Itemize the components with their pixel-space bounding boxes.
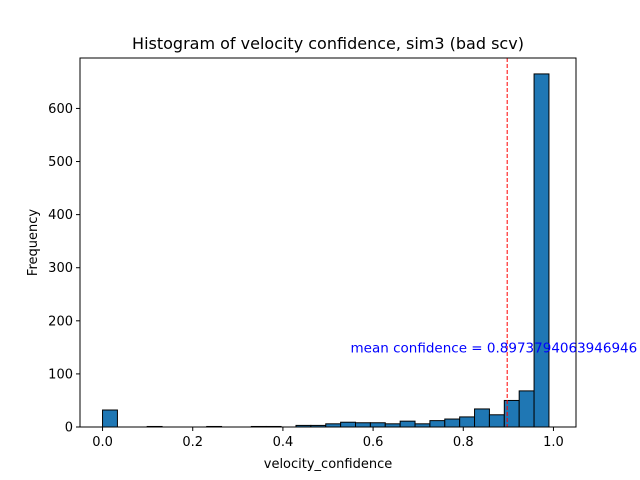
x-tick-label: 0.0	[92, 435, 113, 450]
y-tick-label: 500	[48, 155, 73, 170]
x-tick-label: 0.8	[453, 435, 474, 450]
mean-annotation: mean confidence = 0.8973794063946946	[351, 340, 638, 356]
y-tick-label: 100	[48, 367, 73, 382]
histogram-bar-17	[355, 422, 371, 428]
x-axis-ticks: 0.0 0.2 0.4 0.6 0.8 1.0	[92, 427, 564, 450]
histogram-bar-20	[399, 420, 416, 428]
histogram-bar-16	[340, 421, 357, 428]
axes-frame	[79, 57, 577, 428]
x-tick-label: 0.6	[363, 435, 384, 450]
x-axis-label: velocity_confidence	[264, 457, 392, 472]
y-axis-ticks: 0 100 200 300 400 500 600	[48, 102, 80, 436]
y-tick-label: 200	[48, 314, 73, 329]
y-tick-label: 600	[48, 102, 73, 117]
histogram-bar-18	[369, 422, 386, 428]
x-tick-label: 0.2	[182, 435, 203, 450]
histogram-bar-0	[102, 409, 118, 428]
histogram-bar-27	[503, 399, 520, 428]
histogram-bar-24	[459, 416, 476, 428]
x-tick-label: 1.0	[543, 435, 564, 450]
histogram-bar-25	[474, 408, 490, 428]
y-tick-label: 400	[48, 208, 73, 223]
y-tick-label: 300	[48, 261, 73, 276]
bars	[102, 73, 550, 428]
histogram-bar-29	[533, 73, 550, 428]
histogram-bar-26	[488, 414, 505, 428]
x-tick-label: 0.4	[273, 435, 294, 450]
histogram-bar-22	[429, 420, 446, 428]
histogram-bar-28	[518, 390, 535, 428]
y-tick-label: 0	[65, 421, 73, 436]
histogram-bar-23	[444, 418, 461, 428]
y-axis-label: Frequency	[26, 209, 41, 276]
chart-title: Histogram of velocity confidence, sim3 (…	[132, 34, 524, 53]
